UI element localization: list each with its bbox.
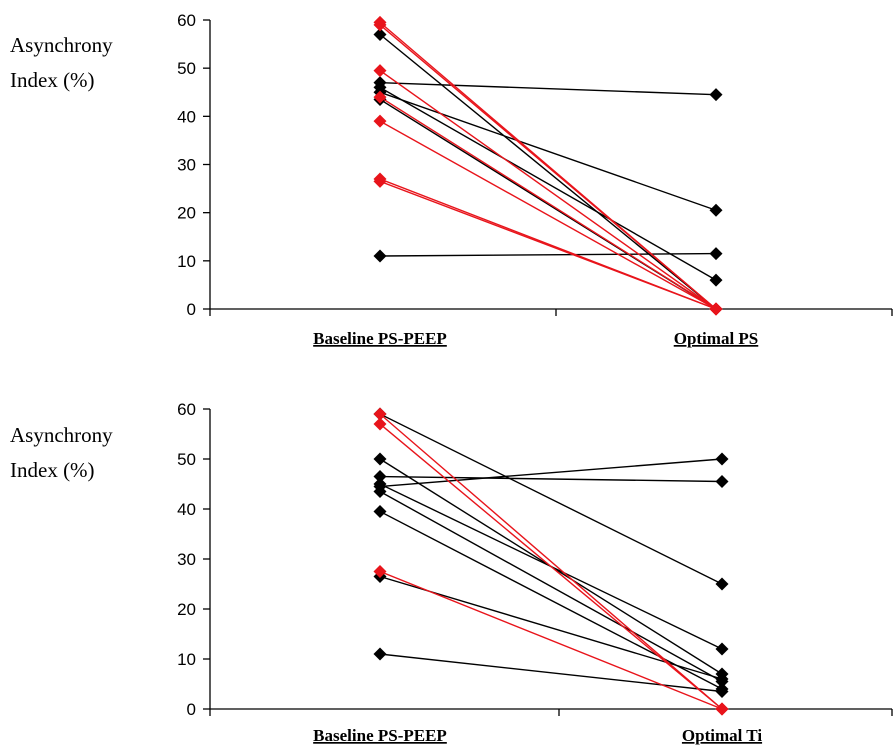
data-point-diamond [709, 302, 723, 316]
y-axis-title-line-1: Asynchrony [10, 33, 113, 57]
data-point-diamond [373, 174, 387, 188]
data-point-diamond [709, 88, 723, 102]
data-point-diamond [709, 203, 723, 217]
series-line [379, 475, 723, 483]
x-category-label: Optimal PS [674, 329, 759, 348]
series-line [379, 458, 723, 488]
series-line [379, 96, 717, 310]
y-tick-label: 20 [177, 600, 196, 619]
chart-panel-1: Asynchrony Index (%) 0 10 20 30 40 50 60 Baseline… [10, 11, 893, 348]
series-black [373, 470, 729, 488]
y-tick-label: 10 [177, 650, 196, 669]
data-point-diamond [715, 672, 729, 686]
series-line [379, 653, 723, 693]
y-tick-label: 40 [177, 500, 196, 519]
data-point-diamond [715, 577, 729, 591]
series-black [373, 485, 729, 688]
data-point-diamond [373, 505, 387, 518]
data-point-diamond [373, 647, 387, 661]
series-black [373, 27, 723, 316]
data-point-diamond [373, 417, 387, 431]
series-line [379, 423, 723, 710]
data-point-diamond [373, 470, 387, 483]
y-tick-label: 50 [177, 59, 196, 78]
series-red [373, 18, 723, 316]
series-line [379, 252, 717, 257]
series-line [379, 86, 717, 281]
series-red [373, 64, 723, 316]
y-axis-title-line-1: Asynchrony [10, 423, 113, 447]
series-line [379, 70, 717, 310]
x-category-label: Baseline PS-PEEP [313, 329, 447, 348]
data-point-diamond [373, 452, 387, 466]
series-line [379, 510, 723, 690]
y-axis-title-line-2: Index (%) [10, 458, 95, 482]
series-line [379, 413, 723, 710]
y-axis-title-line-2: Index (%) [10, 68, 95, 92]
series-line [379, 180, 717, 310]
data-point-diamond [373, 485, 387, 498]
data-point-diamond [373, 64, 387, 78]
series-line [379, 24, 717, 310]
chart-panel-2: Asynchrony Index (%) 0 10 20 30 40 50 60 Baseline… [10, 400, 893, 745]
data-point-diamond [715, 642, 729, 656]
series-black [373, 505, 729, 696]
series-black [373, 247, 723, 263]
series-black [373, 76, 723, 102]
y-tick-label: 30 [177, 156, 196, 175]
x-category-label: Optimal Ti [682, 726, 762, 745]
y-tick-label: 40 [177, 107, 196, 126]
series-line [379, 81, 717, 96]
y-tick-label: 50 [177, 450, 196, 469]
data-point-diamond [715, 452, 729, 466]
series-line [379, 490, 723, 683]
data-point-diamond [373, 565, 387, 578]
series-black [373, 452, 729, 493]
y-tick-label: 0 [187, 300, 196, 319]
data-point-diamond [373, 90, 387, 104]
y-tick-label: 10 [177, 252, 196, 271]
series-line [379, 91, 717, 211]
data-point-diamond [715, 685, 729, 698]
data-point-diamond [709, 247, 723, 261]
y-tick-label: 60 [177, 400, 196, 419]
y-tick-label: 30 [177, 550, 196, 569]
series-black [373, 85, 723, 217]
data-point-diamond [709, 273, 723, 287]
data-point-diamond [373, 114, 387, 128]
data-point-diamond [373, 18, 387, 32]
y-tick-label: 20 [177, 204, 196, 223]
series-line [379, 120, 717, 310]
x-category-label: Baseline PS-PEEP [313, 726, 447, 745]
series-black [373, 647, 729, 698]
series-line [379, 33, 717, 310]
data-point-diamond [715, 702, 729, 716]
series-red [373, 114, 723, 316]
series-line [379, 413, 723, 585]
y-tick-label: 0 [187, 700, 196, 719]
series-red [373, 90, 723, 316]
y-tick-label: 60 [177, 11, 196, 30]
data-point-diamond [715, 475, 729, 488]
series-black [373, 407, 729, 591]
data-point-diamond [373, 407, 387, 421]
series-red [373, 565, 729, 716]
series-line [379, 570, 723, 710]
series-red [373, 174, 723, 316]
data-point-diamond [373, 27, 387, 41]
data-point-diamond [373, 249, 387, 263]
